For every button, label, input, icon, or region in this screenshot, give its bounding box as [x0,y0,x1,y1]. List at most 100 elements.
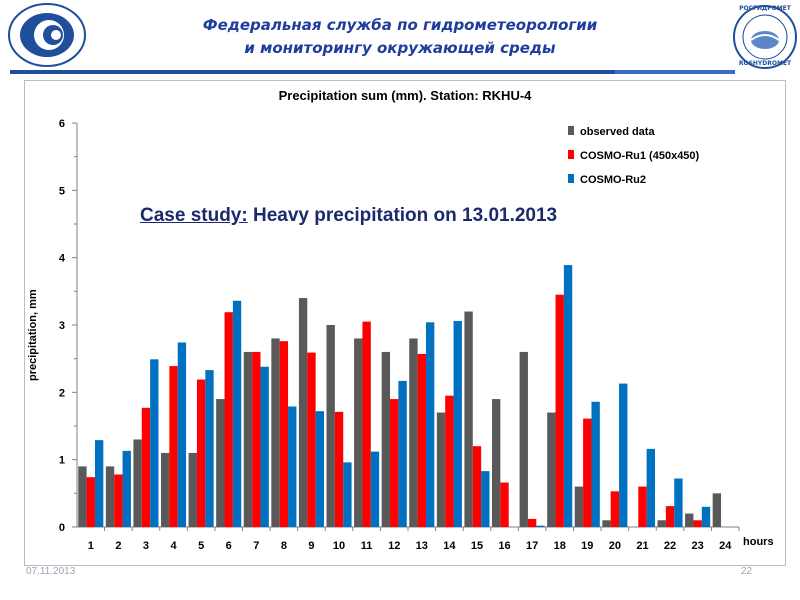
logo-text-bottom: ROSHYDROMET [738,60,792,67]
bar-observed [161,452,170,527]
x-tick-label: 22 [664,540,676,552]
x-tick-label: 18 [554,540,566,552]
bar-observed [464,311,473,527]
chart-frame: Precipitation sum (mm). Station: RKHU-4 … [24,80,786,566]
footer-page-number: 22 [740,566,752,577]
bar-cosmo-ru1 [638,486,647,527]
x-tick-label: 10 [333,540,345,552]
bar-observed [243,351,253,527]
bar-cosmo-ru1 [279,341,289,527]
bar-cosmo-ru2 [177,342,187,527]
x-tick-label: 17 [526,540,538,552]
x-tick-label: 13 [416,540,428,552]
y-tick-label: 3 [59,320,65,332]
bar-cosmo-ru1 [665,506,675,527]
bar-cosmo-ru2 [591,401,600,527]
bar-cosmo-ru1 [610,491,620,527]
bar-observed [602,520,611,527]
legend-swatch [568,150,574,159]
legend-swatch [568,126,574,135]
legend-label: COSMO-Ru1 (450x450) [580,150,700,162]
bar-observed [685,513,694,527]
x-tick-label: 24 [719,540,732,552]
bar-cosmo-ru2 [232,300,242,527]
x-tick-label: 8 [281,540,287,552]
legend-label: COSMO-Ru2 [580,174,646,186]
bar-cosmo-ru2 [701,506,711,527]
bar-cosmo-ru2 [453,320,462,527]
x-tick-label: 2 [115,540,121,552]
x-tick-label: 5 [198,540,204,552]
y-tick-label: 6 [59,118,65,130]
bar-observed [354,338,363,527]
y-tick-label: 4 [59,253,66,265]
x-tick-label: 12 [388,540,400,552]
bar-cosmo-ru1 [114,474,123,527]
x-tick-label: 6 [226,540,232,552]
bar-observed [519,351,528,527]
x-tick-label: 9 [308,540,314,552]
y-tick-label: 1 [59,455,65,467]
bar-cosmo-ru2 [122,450,131,527]
x-tick-label: 23 [692,540,704,552]
legend-label: observed data [580,126,655,138]
bar-cosmo-ru2 [398,380,407,527]
bar-observed [78,466,87,527]
bar-observed [409,338,418,527]
bar-cosmo-ru1 [141,407,151,527]
bar-cosmo-ru1 [445,395,454,527]
bar-observed [326,325,335,527]
bar-cosmo-ru1 [472,446,482,527]
x-tick-label: 21 [636,540,648,552]
x-tick-label: 15 [471,540,483,552]
bar-cosmo-ru1 [86,477,95,527]
footer-date: 07.11.2013 [26,566,76,577]
bar-cosmo-ru2 [674,478,683,527]
bar-cosmo-ru2 [260,366,269,527]
header-rule-left [10,70,615,74]
bar-cosmo-ru1 [555,294,564,527]
roshydromet-left-logo [6,2,88,68]
bar-cosmo-ru2 [94,440,104,527]
annotation-prefix: Case study: [140,205,248,226]
bar-cosmo-ru1 [362,321,371,527]
bar-observed [271,338,280,527]
header-line-1: Федеральная служба по гидрометеорологии [202,16,598,34]
bar-cosmo-ru1 [252,351,261,527]
bar-cosmo-ru2 [315,411,324,527]
y-tick-label: 2 [59,387,65,399]
annotation-text: Heavy precipitation on 13.01.2013 [247,205,558,226]
bar-observed [216,399,225,527]
bar-cosmo-ru2 [150,359,159,527]
bar-cosmo-ru2 [205,370,214,527]
bar-observed [381,351,391,527]
bar-cosmo-ru1 [583,418,592,527]
x-tick-label: 4 [170,540,177,552]
case-study-annotation: Case study: Heavy precipitation on 13.01… [140,205,557,227]
bar-cosmo-ru1 [169,366,178,527]
x-axis-label: hours [743,536,774,548]
bar-cosmo-ru1 [417,353,426,527]
bar-cosmo-ru2 [370,451,380,527]
x-tick-label: 11 [361,540,373,552]
bar-cosmo-ru2 [563,265,573,527]
bar-cosmo-ru1 [224,312,233,527]
bar-cosmo-ru1 [196,379,206,527]
bar-cosmo-ru2 [646,448,655,527]
legend-swatch [568,174,574,183]
bar-observed [492,399,501,527]
bar-observed [133,439,142,527]
logo-text-top: РОСГИДРОМЕТ [739,5,791,12]
bar-observed [712,493,722,527]
bar-cosmo-ru1 [527,518,537,527]
bar-cosmo-ru2 [619,383,628,527]
y-tick-label: 5 [59,185,65,197]
bar-observed [188,452,197,527]
y-tick-label: 0 [59,522,65,534]
bar-cosmo-ru2 [343,462,352,527]
header-line-2: и мониторингу окружающей среды [244,39,556,57]
bar-cosmo-ru2 [481,471,490,527]
bar-cosmo-ru2 [536,525,545,527]
x-tick-label: 3 [143,540,149,552]
